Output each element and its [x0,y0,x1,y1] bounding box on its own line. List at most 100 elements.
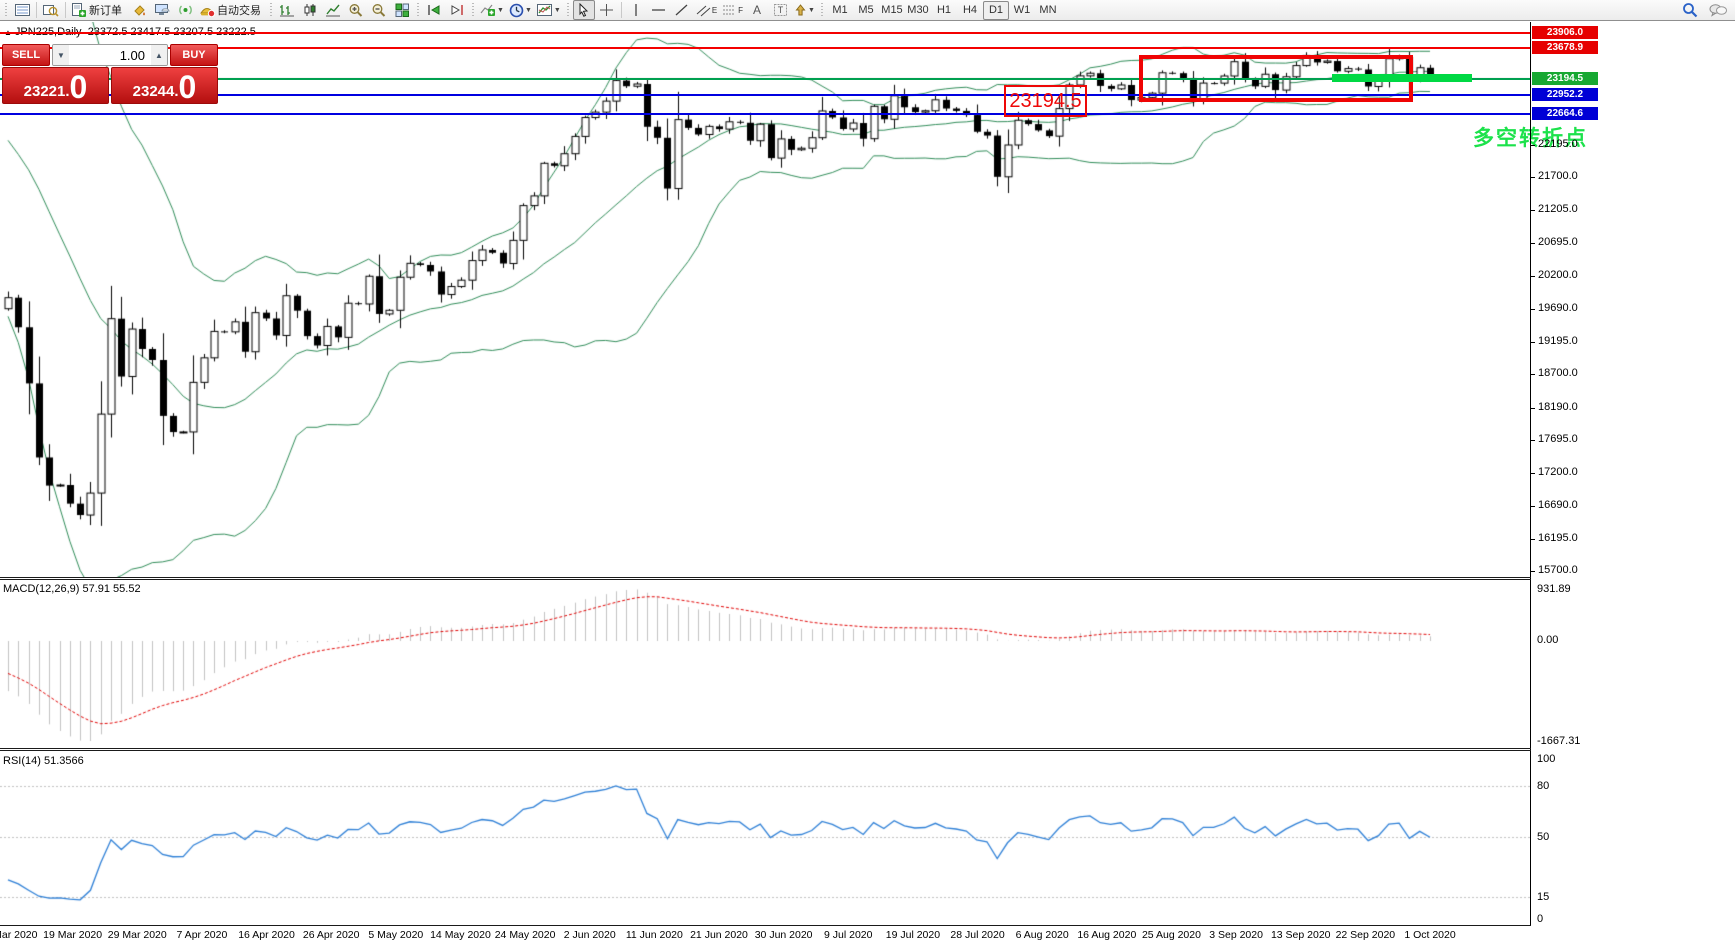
buy-button[interactable]: BUY [170,44,218,66]
search-icon[interactable] [1679,0,1701,20]
arrows-tool-button[interactable]: ▼ [792,0,817,20]
horizontal-line-object[interactable] [0,47,1530,49]
horizontal-line-object[interactable] [0,32,1530,34]
signals-icon[interactable] [174,0,196,20]
date-tick-label: 25 Aug 2020 [1141,929,1201,941]
auto-trading-button[interactable]: 自动交易 [197,0,266,20]
panel-divider[interactable] [0,579,1531,580]
price-badge: 23906.0 [1532,26,1598,39]
date-tick-label: 16 Aug 2020 [1077,929,1137,941]
price-tick-mark [1531,374,1535,375]
price-badge: 22664.6 [1532,107,1598,120]
sell-price[interactable]: 23221. 0 [2,67,109,104]
cursor-tool-button[interactable] [572,0,595,20]
toolbar-grip[interactable] [416,3,420,17]
timeframe-M30[interactable]: M30 [907,4,929,17]
price-tick-label: 15700.0 [1538,564,1578,576]
candlestick-type-icon[interactable] [299,0,321,20]
date-tick-label: 21 Jun 2020 [690,929,748,941]
date-tick-label: 24 May 2020 [494,929,556,941]
timeframe-W1[interactable]: W1 [1013,4,1031,17]
new-order-button[interactable]: 新订单 [69,0,127,20]
equidistant-channel-tool[interactable]: E [694,0,719,20]
buy-price[interactable]: 23244. 0 [111,67,218,104]
auto-scroll-icon[interactable] [423,0,445,20]
publish-chart-icon[interactable] [151,0,173,20]
chat-icon[interactable] [1707,0,1729,20]
date-tick-label: 14 May 2020 [430,929,491,941]
turning-point-text[interactable]: 多空转折点 [1473,122,1588,152]
timeframe-M1[interactable]: M1 [832,4,848,17]
fibonacci-tool[interactable]: F [723,5,744,15]
date-tick-label: 1 Oct 2020 [1404,929,1456,941]
periods-button[interactable]: ▼ [507,0,534,20]
bar-chart-type-icon[interactable] [276,0,298,20]
toolbar-grip[interactable] [471,3,475,17]
price-tick-mark [1531,440,1535,441]
vertical-line-tool[interactable] [625,0,647,20]
timeframe-MN[interactable]: MN [1039,4,1057,17]
price-tick-label: 19690.0 [1538,302,1578,314]
price-axis-line [1530,22,1531,925]
sell-button[interactable]: SELL [2,44,50,66]
timeframe-H1[interactable]: H1 [936,4,952,17]
timeframe-H4[interactable]: H4 [962,4,978,17]
price-tick-label: 22195.0 [1538,138,1578,150]
price-level-label[interactable]: 23194.5 [1004,85,1087,117]
horizontal-line-object[interactable] [0,94,1530,96]
styles-bucket-icon[interactable] [128,0,150,20]
timeframe-M5[interactable]: M5 [858,4,874,17]
volume-increase-button[interactable]: ▲ [151,45,167,65]
text-tool[interactable]: A [753,3,762,17]
panel-divider[interactable] [0,750,1531,751]
horizontal-line-tool[interactable] [648,0,670,20]
tile-windows-icon[interactable] [391,0,413,20]
volume-spinner: ▼ 1.00 ▲ [52,44,168,66]
price-tick-mark [1531,145,1535,146]
price-chart-canvas[interactable] [0,22,1530,577]
chart-shift-icon[interactable] [446,0,468,20]
templates-button[interactable]: ▼ [535,0,563,20]
price-tick-mark [1531,210,1535,211]
price-tick-mark [1531,571,1535,572]
zoom-out-button[interactable] [368,0,390,20]
macd-scale-top: 931.89 [1537,583,1571,595]
price-tick-mark [1531,177,1535,178]
rsi-level-label: 100 [1537,753,1556,765]
horizontal-line-object[interactable] [0,78,1530,80]
toolbar-grip[interactable] [565,3,570,17]
line-chart-type-icon[interactable] [322,0,344,20]
toolbar-grip[interactable] [819,3,824,17]
panel-divider[interactable] [0,577,1531,578]
chart-window[interactable]: ▲JPN225,Daily 23372.5 23417.5 23207.5 23… [0,22,1735,944]
timeframe-D1[interactable]: D1 [982,0,1009,20]
horizontal-line-object[interactable] [0,113,1530,115]
crosshair-tool-button[interactable] [596,0,618,20]
trendline-tool[interactable] [671,0,693,20]
rsi-level-label: 80 [1537,780,1550,792]
date-tick-label: 28 Jul 2020 [950,929,1005,941]
indicators-button[interactable]: ▼ [478,0,506,20]
zoom-in-button[interactable] [345,0,367,20]
toolbar-grip[interactable] [4,3,8,17]
new-order-label: 新订单 [89,5,122,17]
price-tick-label: 17695.0 [1538,433,1578,445]
support-bar-annotation[interactable] [1332,74,1472,82]
date-tick-label: 3 Sep 2020 [1209,929,1263,941]
market-watch-icon[interactable] [11,0,33,20]
timeframe-M15[interactable]: M15 [881,4,903,17]
volume-input[interactable]: 1.00 [69,45,151,65]
price-tick-label: 21700.0 [1538,170,1578,182]
macd-canvas[interactable] [0,580,1530,748]
volume-decrease-button[interactable]: ▼ [53,45,69,65]
date-tick-label: 19 Jul 2020 [885,929,941,941]
panel-divider[interactable] [0,748,1531,749]
macd-scale-bottom: -1667.31 [1537,735,1581,747]
price-tick-label: 16690.0 [1538,499,1578,511]
text-label-tool[interactable]: T [769,0,791,20]
one-click-trading-panel: SELL ▼ 1.00 ▲ BUY 23221. 0 23244. 0 [2,44,218,104]
toolbar-grip[interactable] [269,3,273,17]
rsi-canvas[interactable] [0,751,1530,925]
data-window-icon[interactable] [40,0,62,20]
date-tick-label: 5 May 2020 [368,929,424,941]
